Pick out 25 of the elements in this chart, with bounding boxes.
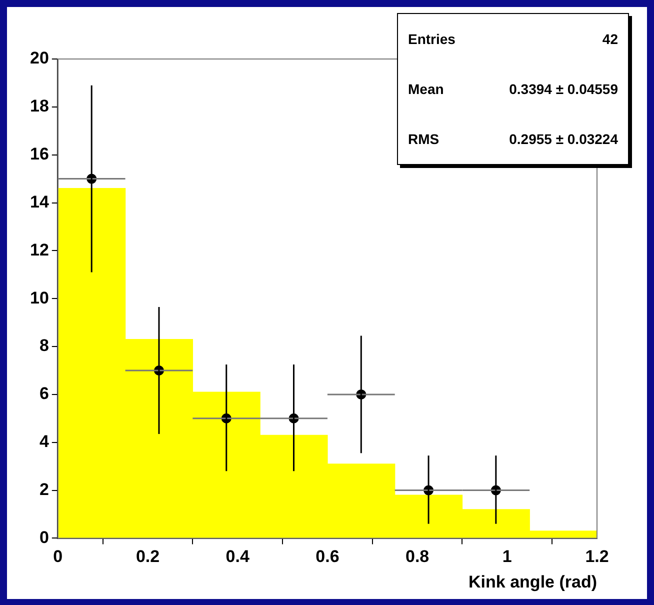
y-tick-label: 4 <box>39 432 50 452</box>
x-tick-label: 0.4 <box>226 547 250 566</box>
x-axis-title: Kink angle (rad) <box>468 572 597 592</box>
x-tick-label: 0 <box>53 547 63 566</box>
y-tick-label: 18 <box>30 96 49 116</box>
y-tick-label: 14 <box>30 192 50 212</box>
y-tick-label: 16 <box>30 144 49 164</box>
x-tick-label: 1 <box>502 547 512 566</box>
x-tick-label: 0.8 <box>405 547 430 566</box>
y-tick-label: 8 <box>39 336 49 356</box>
text: Entries <box>408 31 456 47</box>
annotation: RMS <box>408 131 440 147</box>
x-tick-label: 0.6 <box>316 547 340 566</box>
annotation: 0.2955 ± 0.03224 <box>508 131 618 147</box>
annotation: 0.3394 ± 0.04559 <box>508 81 618 97</box>
y-tick-label: 6 <box>39 384 49 404</box>
y-tick-label: 12 <box>30 240 49 260</box>
y-tick-label: 20 <box>30 48 49 68</box>
y-tick-label: 2 <box>39 480 49 499</box>
x-tick-label: 1.2 <box>585 547 609 566</box>
annotation: Mean <box>408 81 445 97</box>
x-tick-label: 0.2 <box>136 547 160 566</box>
y-tick-label: 0 <box>39 528 49 547</box>
text: 42 <box>602 31 618 47</box>
y-tick-label: 10 <box>30 288 49 308</box>
